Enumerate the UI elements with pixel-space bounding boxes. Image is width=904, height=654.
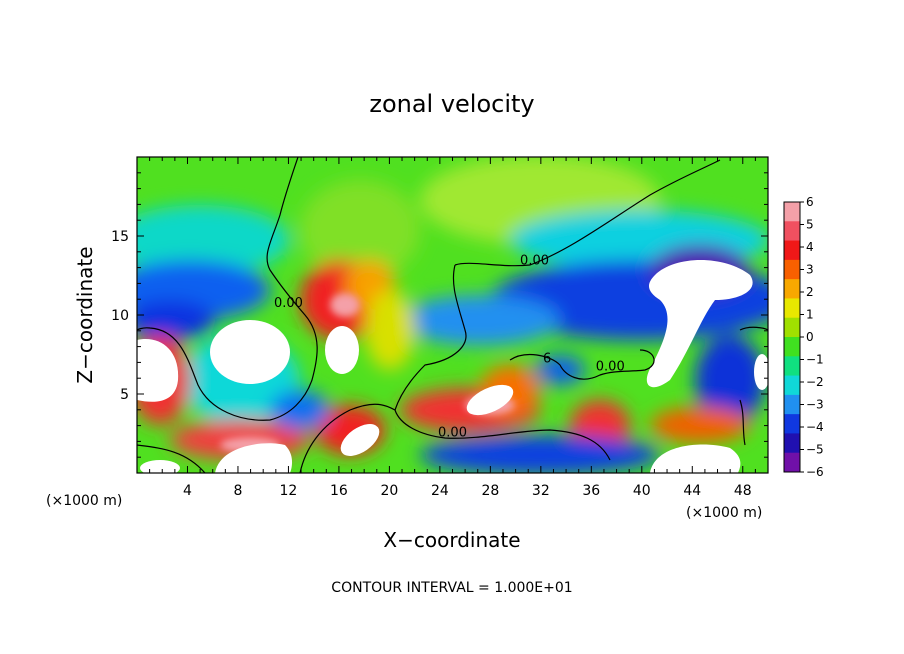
y-tick-label: 10 [111, 308, 129, 324]
x-tick-label: 4 [183, 483, 192, 499]
velocity-field [137, 157, 768, 473]
field-blob [270, 390, 330, 430]
contour-line [137, 157, 318, 421]
colorbar-swatch [784, 452, 800, 473]
x-axis-title: X−coordinate [383, 528, 520, 552]
colorbar-swatch [784, 279, 800, 299]
x-tick-label: 20 [380, 483, 398, 499]
x-tick-label: 28 [481, 483, 499, 499]
field-blob [695, 335, 765, 425]
contour-line [137, 444, 206, 473]
field-blob [535, 355, 585, 385]
field-blob [137, 205, 290, 275]
colorbar-swatch [784, 414, 800, 434]
colorbar: 6 5 4 3 2 1 0 −1 −2 −3 −4 −5 −6 [783, 195, 824, 479]
colorbar-tick-label: −1 [806, 353, 824, 367]
x-tick-label: 16 [330, 483, 348, 499]
colorbar-tick-label: −5 [806, 443, 824, 457]
x-tick-label: 8 [233, 483, 242, 499]
out-of-range-regions [137, 260, 768, 473]
contour-interval-note: CONTOUR INTERVAL = 1.000E+01 [331, 580, 572, 596]
colorbar-swatch [784, 356, 800, 377]
contour-label: 0.00 [438, 426, 467, 441]
white-region [137, 339, 179, 402]
colorbar-tick-label: 0 [806, 330, 814, 344]
y-unit-label: (×1000 m) [46, 493, 122, 509]
contour-line [739, 326, 768, 331]
white-region [650, 444, 741, 473]
colorbar-tick-label: 2 [806, 285, 814, 299]
contour-label: 6 [543, 351, 551, 366]
contour-line [299, 403, 611, 473]
x-tick-label: 24 [431, 483, 449, 499]
contour-label: 0.00 [520, 253, 549, 268]
colorbar-tick-label: 1 [806, 308, 814, 322]
y-axis: 5 10 15 [111, 172, 768, 458]
x-tick-label: 48 [734, 483, 752, 499]
colorbar-swatch [784, 259, 800, 280]
x-tick-label: 44 [683, 483, 701, 499]
contour-label: 0.00 [596, 359, 625, 374]
colorbar-swatch [784, 375, 800, 396]
contour-lines [137, 157, 768, 473]
x-tick-label: 40 [633, 483, 651, 499]
colorbar-tick-label: 5 [806, 218, 814, 232]
y-axis-title: Z−coordinate [73, 246, 97, 383]
field-blob [650, 407, 750, 443]
colorbar-swatch [784, 337, 800, 357]
x-tick-label: 36 [582, 483, 600, 499]
colorbar-tick-label: −3 [806, 398, 824, 412]
x-axis: 4 8 12 16 20 24 28 32 36 40 44 48 [149, 157, 756, 499]
white-region [646, 260, 753, 388]
white-region [210, 320, 290, 384]
contour-line [509, 349, 655, 380]
x-unit-label: (×1000 m) [686, 505, 762, 521]
field-blob [420, 435, 660, 473]
colorbar-swatch [784, 317, 800, 338]
colorbar-swatch [784, 298, 800, 319]
colorbar-swatch [784, 240, 800, 261]
colorbar-tick-label: 4 [806, 240, 814, 254]
contour-line [454, 159, 721, 267]
contour-labels: 0.00 0.00 0.00 0.00 6 [274, 253, 625, 440]
white-region [215, 443, 293, 473]
field-blob [300, 180, 420, 280]
contour-label: 0.00 [274, 296, 303, 311]
y-tick-label: 15 [111, 229, 129, 245]
white-region [325, 326, 359, 374]
x-tick-label: 12 [280, 483, 298, 499]
plot-area: 0.00 0.00 0.00 0.00 6 [137, 157, 768, 473]
white-region [754, 354, 768, 390]
white-region [340, 424, 380, 456]
chart-title: zonal velocity [369, 90, 534, 118]
colorbar-tick-label: 3 [806, 263, 814, 277]
contour-line [739, 399, 746, 446]
field-blob [330, 293, 360, 317]
y-tick-label: 5 [120, 387, 129, 403]
colorbar-swatch [784, 202, 800, 222]
colorbar-tick-label: −2 [806, 375, 824, 389]
colorbar-swatch [784, 433, 800, 454]
contour-line [394, 264, 467, 411]
colorbar-tick-label: −4 [806, 420, 824, 434]
field-blob [137, 300, 215, 340]
x-tick-label: 32 [532, 483, 550, 499]
field-blob [400, 295, 560, 345]
field-blob [365, 290, 415, 370]
colorbar-tick-label: 6 [806, 195, 814, 209]
colorbar-swatch [784, 394, 800, 415]
colorbar-swatch [784, 221, 800, 242]
colorbar-tick-label: −6 [806, 465, 824, 479]
white-region [466, 384, 514, 416]
